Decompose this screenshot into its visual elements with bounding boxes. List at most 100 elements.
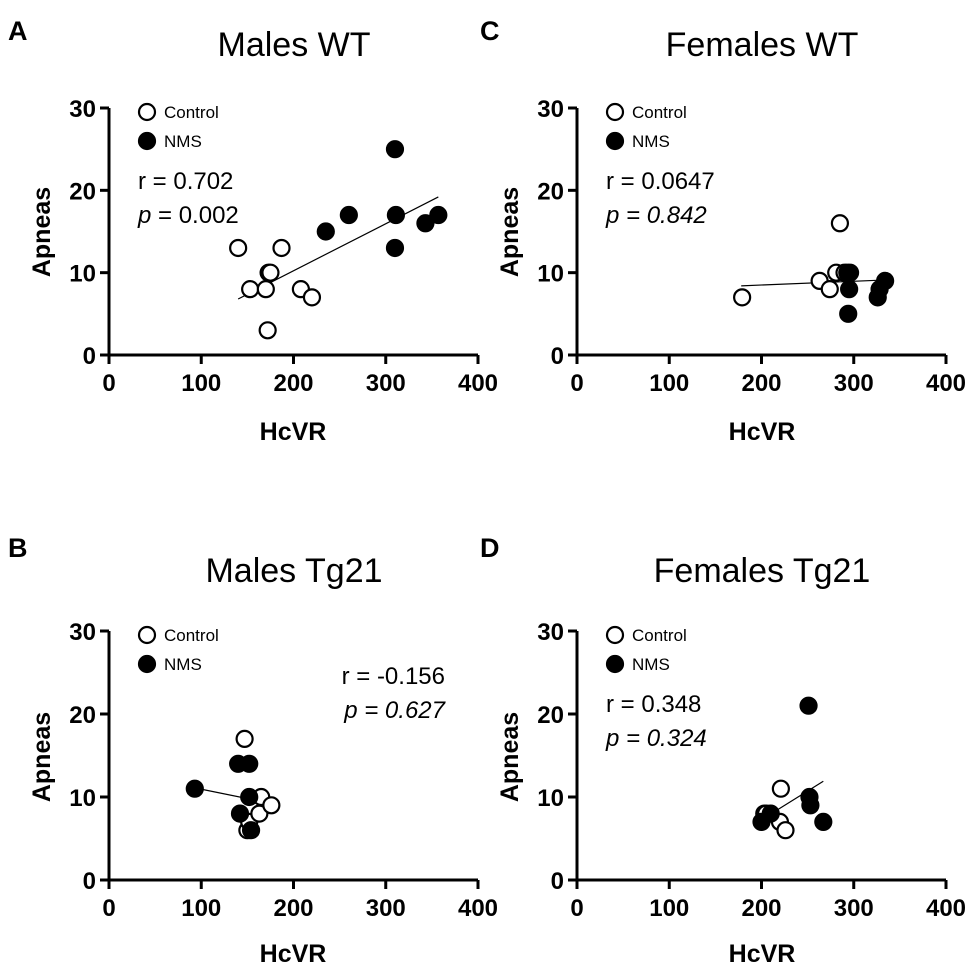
chart-title: Males WT (218, 26, 371, 64)
y-axis-label: Apneas (496, 712, 524, 802)
r-value-text: r = 0.348 (606, 691, 701, 718)
x-tick-label: 300 (834, 370, 874, 397)
y-tick-label: 0 (83, 343, 96, 370)
data-point-nms (416, 214, 435, 233)
y-tick-label: 0 (551, 868, 564, 895)
x-tick-label: 0 (570, 895, 583, 922)
data-point-nms (876, 271, 895, 290)
legend-marker-control (137, 102, 157, 122)
legend-marker-control (137, 625, 157, 645)
r-value-text: r = -0.156 (342, 663, 445, 690)
legend-label-control: Control (164, 626, 219, 645)
x-tick-label: 400 (926, 370, 966, 397)
p-value-text: p = 0.324 (605, 725, 707, 752)
y-tick-label: 30 (537, 619, 564, 646)
x-tick-label: 300 (366, 370, 406, 397)
legend-label-nms: NMS (164, 132, 202, 151)
data-point-control (229, 238, 248, 258)
x-tick-label: 0 (102, 370, 115, 397)
legend-label-nms: NMS (164, 655, 202, 674)
legend-label-nms: NMS (632, 655, 670, 674)
data-point-control (256, 280, 275, 299)
data-point-nms (840, 280, 859, 299)
x-tick-label: 200 (741, 370, 781, 397)
data-point-nms (385, 238, 405, 258)
x-axis-label: HcVR (260, 940, 327, 967)
x-tick-label: 300 (834, 895, 874, 922)
chart-title: Females Tg21 (654, 552, 871, 590)
panel-letter: A (8, 16, 28, 46)
y-tick-label: 10 (537, 785, 564, 812)
p-value: = 0.842 (619, 202, 706, 229)
data-point-control (733, 288, 752, 307)
data-point-control (258, 321, 277, 340)
y-tick-label: 30 (537, 96, 564, 123)
y-tick-label: 0 (551, 343, 564, 370)
legend-label-control: Control (164, 103, 219, 122)
x-tick-label: 200 (741, 895, 781, 922)
panel-c: C Females WT 0 100 200 300 400 0 10 20 30 HcVR Apnea… (480, 16, 966, 446)
legend-marker-nms (605, 131, 625, 151)
panel-letter: C (480, 16, 500, 46)
panel-d: D Females Tg21 0 100 200 300 400 0 10 20 30 HcVR Apn… (480, 533, 966, 967)
legend-label-control: Control (632, 626, 687, 645)
data-point-nms (240, 754, 259, 773)
y-tick-label: 20 (537, 178, 564, 205)
r-value-text: r = 0.702 (138, 168, 233, 195)
x-tick-label: 0 (102, 895, 115, 922)
x-tick-label: 400 (458, 370, 498, 397)
p-label: p (343, 697, 357, 724)
p-value: = 0.002 (151, 202, 238, 229)
y-tick-label: 30 (69, 96, 96, 123)
data-point-nms (339, 205, 358, 225)
y-tick-label: 10 (537, 261, 564, 288)
data-point-nms (316, 222, 335, 241)
y-tick-label: 10 (69, 785, 96, 812)
chart-title: Females WT (666, 26, 859, 64)
data-point-control (261, 263, 280, 282)
data-point-nms (840, 263, 860, 282)
y-axis-label: Apneas (28, 712, 56, 802)
data-point-control (820, 280, 839, 299)
panel-letter: D (480, 533, 500, 563)
data-point-nms (429, 205, 448, 225)
legend-marker-control (605, 102, 625, 122)
legend-label-control: Control (632, 103, 687, 122)
data-point-nms (185, 779, 204, 798)
legend-marker-nms (605, 654, 625, 674)
r-value-text: r = 0.0647 (606, 168, 715, 195)
p-value-text: p = 0.002 (137, 202, 239, 229)
y-tick-label: 20 (69, 702, 96, 729)
data-point-control (262, 796, 281, 815)
data-point-nms (240, 787, 259, 807)
data-point-control (830, 214, 850, 233)
p-label: p (137, 202, 151, 229)
panel-a: A Males WT 0 100 200 300 400 0 10 20 30 HcVR Apneas C… (8, 16, 498, 446)
p-value-text: p = 0.842 (605, 202, 707, 229)
data-point-control (272, 238, 291, 258)
x-axis-label: HcVR (260, 418, 327, 446)
data-point-control (776, 821, 795, 840)
data-point-nms (814, 812, 833, 832)
y-axis-label: Apneas (496, 187, 524, 277)
x-tick-label: 200 (273, 895, 313, 922)
chart-title: Males Tg21 (205, 552, 382, 590)
y-axis-label: Apneas (28, 187, 56, 277)
y-tick-label: 20 (69, 178, 96, 205)
x-axis-label: HcVR (729, 940, 796, 967)
x-tick-label: 100 (181, 370, 221, 397)
data-point-control (302, 288, 322, 307)
data-point-nms (385, 140, 405, 159)
data-point-control (771, 779, 790, 798)
legend-marker-control (605, 625, 625, 645)
p-value: = 0.324 (619, 725, 706, 752)
data-point-control (241, 280, 260, 299)
x-axis-label: HcVR (729, 418, 796, 446)
data-point-nms (799, 696, 818, 715)
x-tick-label: 100 (649, 895, 689, 922)
x-tick-label: 300 (366, 895, 406, 922)
y-tick-label: 30 (69, 619, 96, 646)
data-point-nms (761, 804, 780, 823)
data-point-nms (230, 804, 250, 823)
